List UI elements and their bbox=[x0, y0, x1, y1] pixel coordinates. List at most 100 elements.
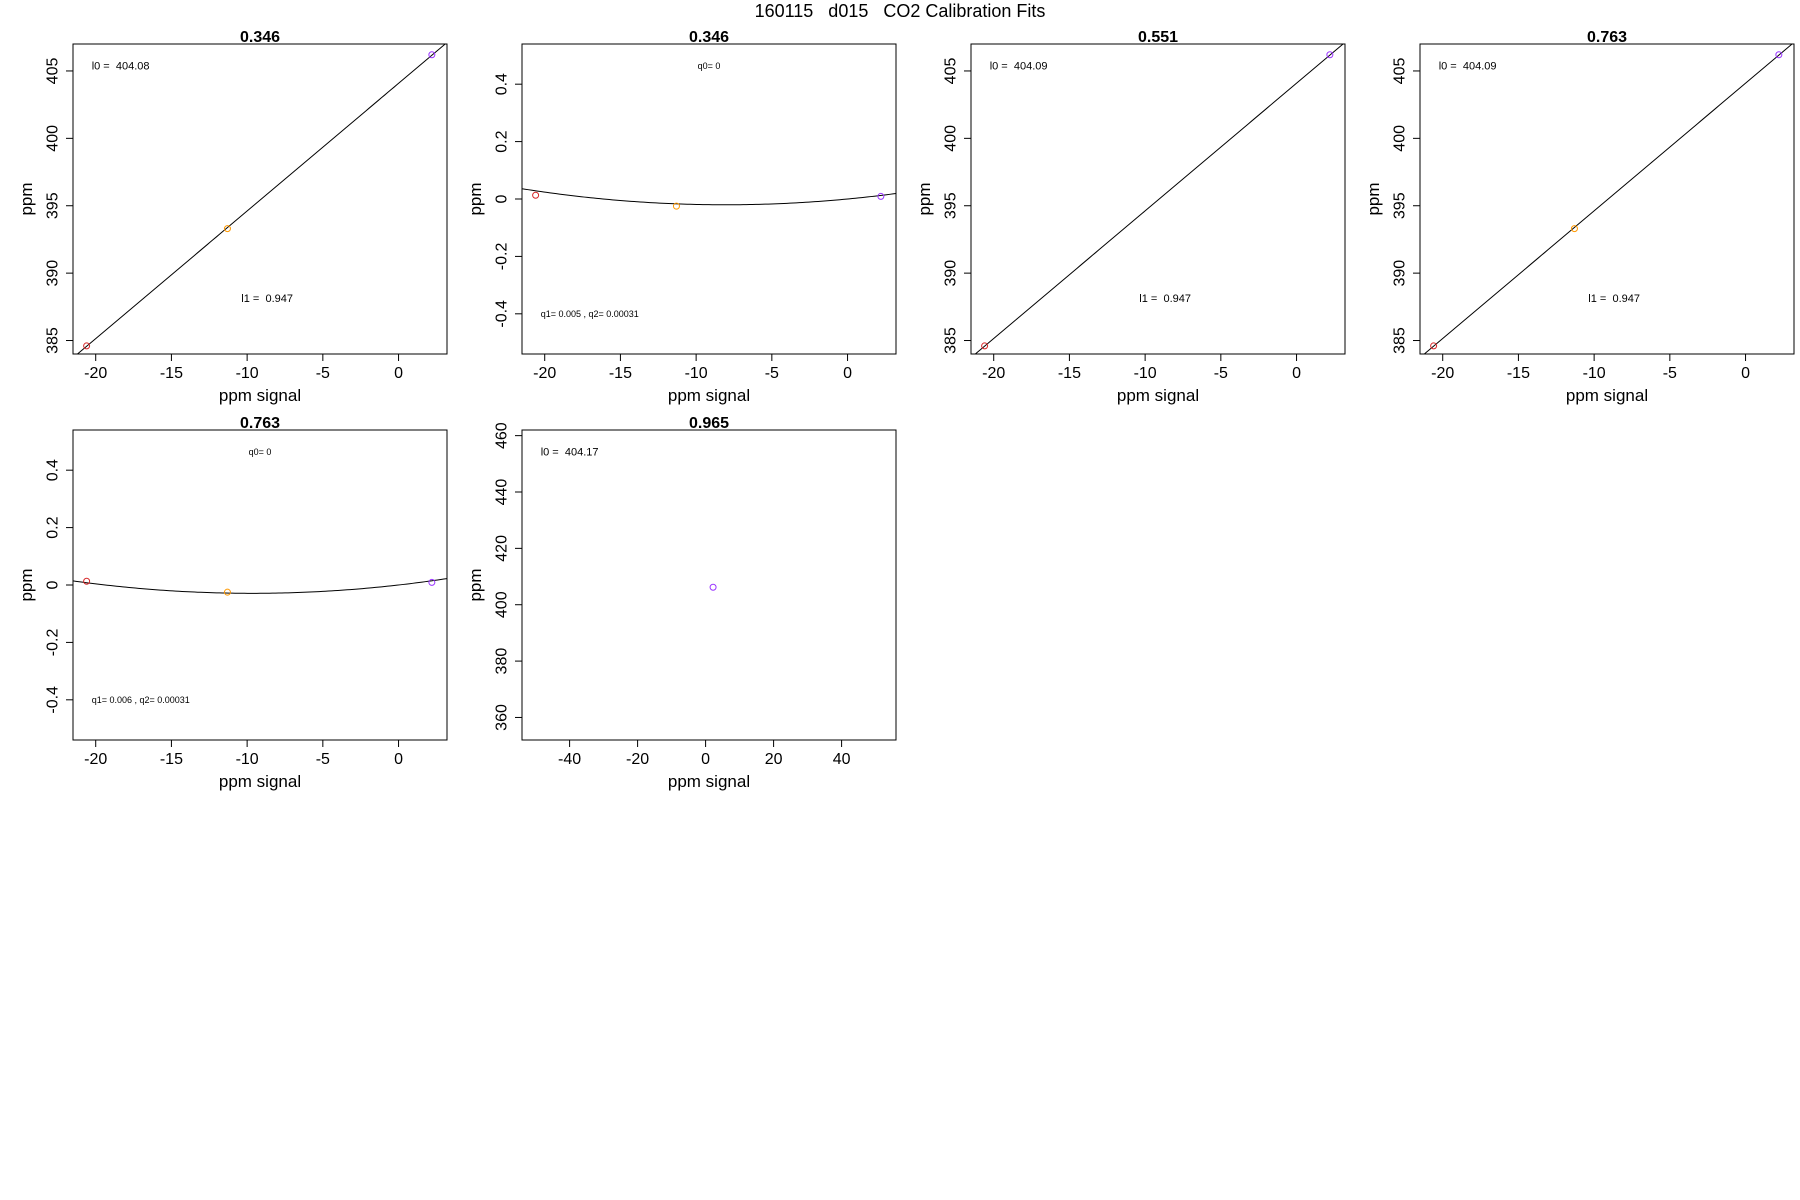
x-tick-label: -15 bbox=[1507, 365, 1530, 382]
x-tick-label: 0 bbox=[394, 751, 403, 768]
y-axis-label: ppm bbox=[466, 182, 485, 215]
panel-4: 0.763 -20 -15 -10 -5 0 ppm signal 385 390 395 400 4… bbox=[1364, 29, 1795, 405]
fit-annotation: q1= 0.006 , q2= 0.00031 bbox=[92, 695, 190, 705]
x-axis: -20 -15 -10 -5 0 ppm signal bbox=[84, 739, 403, 791]
panel-title: 0.763 bbox=[240, 415, 280, 432]
y-tick-label: 0 bbox=[45, 580, 62, 589]
y-tick-label: 385 bbox=[1392, 327, 1409, 354]
y-tick-label: 0.2 bbox=[45, 516, 62, 538]
x-tick-label: 0 bbox=[701, 751, 710, 768]
panel-6: 0.965 -40 -20 0 20 40 ppm signal 360 380 400 420 44… bbox=[466, 415, 897, 791]
data-point bbox=[83, 577, 91, 585]
fit-annotation: l0 = 404.08 bbox=[92, 61, 150, 73]
panel-3: 0.551 -20 -15 -10 -5 0 ppm signal 385 390 395 400 4… bbox=[915, 29, 1346, 405]
y-axis: 385 390 395 400 405 ppm bbox=[915, 58, 971, 354]
fit-annotation: l0 = 404.17 bbox=[541, 447, 599, 459]
y-tick-label: 395 bbox=[1392, 192, 1409, 219]
data-point bbox=[428, 578, 436, 586]
y-tick-label: 395 bbox=[45, 192, 62, 219]
plot-frame bbox=[1419, 43, 1795, 355]
y-axis: -0.4 -0.2 0 0.2 0.4 ppm bbox=[466, 73, 522, 328]
y-tick-label: 385 bbox=[943, 327, 960, 354]
data-point bbox=[532, 191, 540, 199]
y-tick-label: 440 bbox=[494, 479, 511, 506]
data-point bbox=[223, 588, 231, 596]
x-axis: -20 -15 -10 -5 0 ppm signal bbox=[982, 353, 1301, 405]
panel-1: 0.346 -20 -15 -10 -5 0 ppm signal 385 390 395 400 4… bbox=[17, 29, 448, 405]
x-tick-label: -20 bbox=[84, 365, 107, 382]
y-tick-label: 400 bbox=[494, 591, 511, 618]
x-tick-label: -5 bbox=[1663, 365, 1677, 382]
y-tick-label: 400 bbox=[1392, 125, 1409, 152]
y-tick-label: -0.4 bbox=[494, 300, 511, 328]
y-tick-label: 0.4 bbox=[494, 73, 511, 95]
y-tick-label: -0.2 bbox=[494, 243, 511, 271]
data-point bbox=[981, 342, 989, 350]
x-tick-label: 0 bbox=[1292, 365, 1301, 382]
fit-annotation: l0 = 404.09 bbox=[1439, 61, 1497, 73]
x-tick-label: -5 bbox=[1214, 365, 1228, 382]
y-tick-label: 400 bbox=[943, 125, 960, 152]
fit-annotation: q0= 0 bbox=[698, 61, 721, 71]
x-axis: -20 -15 -10 -5 0 ppm signal bbox=[1431, 353, 1750, 405]
y-tick-label: 0.4 bbox=[45, 459, 62, 481]
data-point bbox=[428, 51, 436, 59]
panel-title: 0.551 bbox=[1138, 29, 1178, 46]
x-axis: -40 -20 0 20 40 ppm signal bbox=[558, 739, 851, 791]
data-point bbox=[1570, 225, 1578, 233]
x-tick-label: -5 bbox=[765, 365, 779, 382]
x-axis-label: ppm signal bbox=[219, 386, 301, 405]
plot-frame bbox=[72, 429, 448, 741]
x-tick-label: -10 bbox=[236, 365, 259, 382]
y-tick-label: 0 bbox=[494, 194, 511, 203]
x-tick-label: 20 bbox=[765, 751, 783, 768]
data-point bbox=[877, 192, 885, 200]
y-tick-label: 390 bbox=[943, 260, 960, 287]
panel-title: 0.346 bbox=[689, 29, 729, 46]
y-tick-label: 460 bbox=[494, 422, 511, 449]
fit-annotation: l1 = 0.947 bbox=[241, 293, 293, 305]
plot-frame bbox=[521, 429, 897, 741]
y-axis: 385 390 395 400 405 ppm bbox=[17, 58, 73, 354]
fit-annotation: q0= 0 bbox=[249, 447, 272, 457]
fit-line bbox=[974, 44, 1344, 354]
panel-title: 0.965 bbox=[689, 415, 729, 432]
y-tick-label: -0.4 bbox=[45, 686, 62, 714]
y-tick-label: 405 bbox=[1392, 58, 1409, 85]
x-tick-label: -10 bbox=[685, 365, 708, 382]
y-tick-label: 400 bbox=[45, 125, 62, 152]
panel-5: 0.763 -20 -15 -10 -5 0 ppm signal -0.4 -0.2 0 0.2 0… bbox=[17, 415, 448, 791]
fit-line bbox=[73, 578, 447, 594]
y-tick-label: 390 bbox=[1392, 260, 1409, 287]
x-axis-label: ppm signal bbox=[1566, 386, 1648, 405]
x-tick-label: -20 bbox=[626, 751, 649, 768]
y-tick-label: 380 bbox=[494, 648, 511, 675]
fit-line bbox=[522, 188, 896, 206]
y-axis-label: ppm bbox=[915, 182, 934, 215]
fit-annotation: l1 = 0.947 bbox=[1139, 293, 1191, 305]
x-tick-label: -5 bbox=[316, 751, 330, 768]
y-axis-label: ppm bbox=[1364, 182, 1383, 215]
panel-title: 0.346 bbox=[240, 29, 280, 46]
x-tick-label: -15 bbox=[160, 751, 183, 768]
y-tick-label: 360 bbox=[494, 704, 511, 731]
data-point bbox=[1326, 51, 1334, 59]
x-tick-label: -15 bbox=[160, 365, 183, 382]
x-tick-label: -10 bbox=[1583, 365, 1606, 382]
fit-annotation: l0 = 404.09 bbox=[990, 61, 1048, 73]
y-axis: 360 380 400 420 440 460 ppm bbox=[466, 422, 522, 731]
figure-title: 160115 d015 CO2 Calibration Fits bbox=[754, 1, 1046, 21]
x-tick-label: 0 bbox=[1741, 365, 1750, 382]
data-point bbox=[672, 202, 680, 210]
fit-annotation: l1 = 0.947 bbox=[1588, 293, 1640, 305]
y-tick-label: 390 bbox=[45, 260, 62, 287]
x-axis-label: ppm signal bbox=[668, 772, 750, 791]
x-axis-label: ppm signal bbox=[1117, 386, 1199, 405]
x-tick-label: 40 bbox=[833, 751, 851, 768]
y-tick-label: 385 bbox=[45, 327, 62, 354]
y-axis-label: ppm bbox=[466, 568, 485, 601]
x-tick-label: -15 bbox=[609, 365, 632, 382]
x-axis: -20 -15 -10 -5 0 ppm signal bbox=[533, 353, 852, 405]
